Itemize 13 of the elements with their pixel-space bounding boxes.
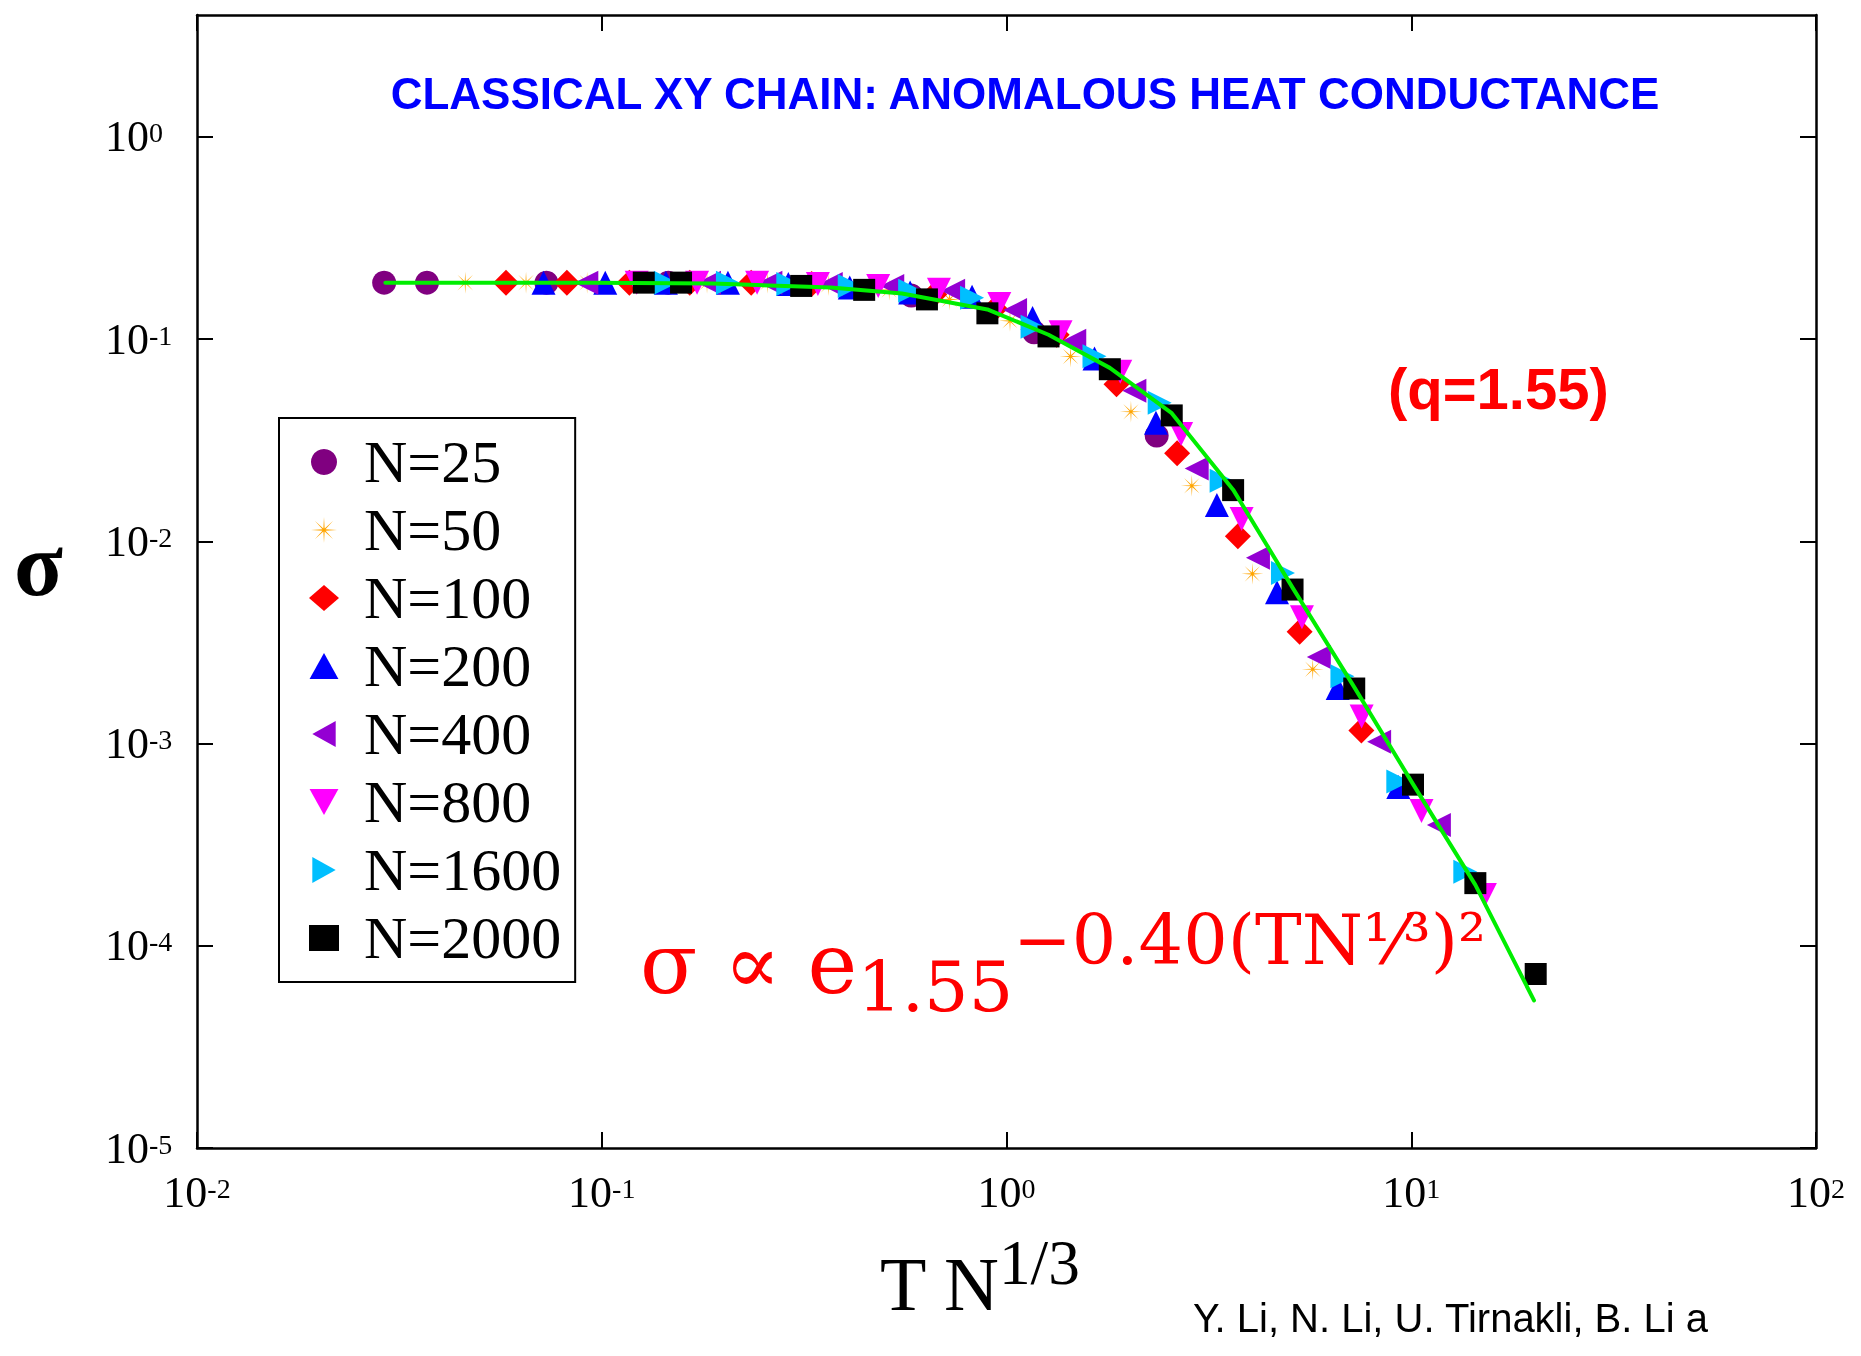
legend-label: N=50	[364, 497, 502, 563]
legend-label: N=100	[364, 565, 532, 631]
legend-label: N=400	[364, 701, 532, 767]
y-axis-title: σ	[14, 515, 63, 614]
annotation: (q=1.55)	[1388, 356, 1609, 421]
legend-label: N=200	[364, 633, 532, 699]
legend-label: N=1600	[364, 837, 562, 903]
legend-label: N=2000	[364, 905, 562, 971]
text: Y. Li, N. Li, U. Tirnakli, B. Li a	[1193, 1296, 1709, 1340]
legend-label: N=25	[364, 429, 502, 495]
text: CLASSICAL XY CHAIN: ANOMALOUS HEAT CONDUCTANCE	[390, 68, 1660, 118]
x-axis-title: T N$^{1/3}$	[880, 1228, 1080, 1327]
legend-label: N=800	[364, 769, 532, 835]
